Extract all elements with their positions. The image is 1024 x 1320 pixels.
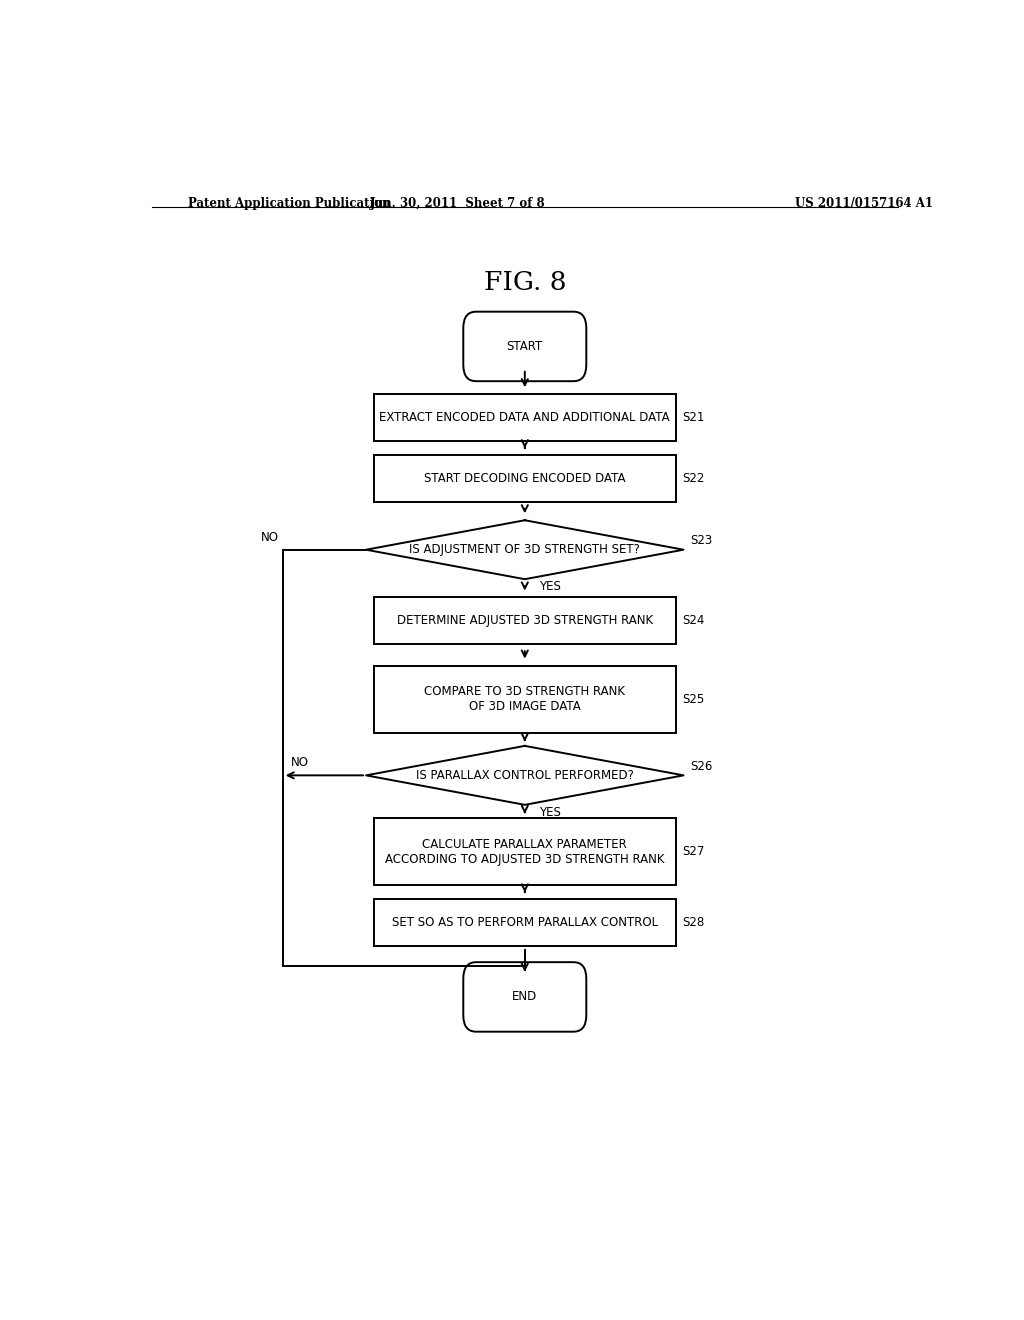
FancyBboxPatch shape: [374, 818, 676, 886]
Text: IS ADJUSTMENT OF 3D STRENGTH SET?: IS ADJUSTMENT OF 3D STRENGTH SET?: [410, 544, 640, 556]
FancyBboxPatch shape: [374, 455, 676, 502]
Text: Jun. 30, 2011  Sheet 7 of 8: Jun. 30, 2011 Sheet 7 of 8: [370, 197, 545, 210]
Text: SET SO AS TO PERFORM PARALLAX CONTROL: SET SO AS TO PERFORM PARALLAX CONTROL: [392, 916, 657, 929]
Text: YES: YES: [539, 805, 561, 818]
Text: Patent Application Publication: Patent Application Publication: [187, 197, 390, 210]
Text: IS PARALLAX CONTROL PERFORMED?: IS PARALLAX CONTROL PERFORMED?: [416, 768, 634, 781]
FancyBboxPatch shape: [374, 598, 676, 644]
Text: S26: S26: [690, 760, 713, 774]
Text: CALCULATE PARALLAX PARAMETER
ACCORDING TO ADJUSTED 3D STRENGTH RANK: CALCULATE PARALLAX PARAMETER ACCORDING T…: [385, 838, 665, 866]
Text: S24: S24: [682, 614, 705, 627]
Text: NO: NO: [291, 756, 308, 770]
Text: S27: S27: [682, 845, 705, 858]
FancyBboxPatch shape: [463, 962, 587, 1032]
FancyBboxPatch shape: [463, 312, 587, 381]
Text: FIG. 8: FIG. 8: [483, 271, 566, 296]
Text: EXTRACT ENCODED DATA AND ADDITIONAL DATA: EXTRACT ENCODED DATA AND ADDITIONAL DATA: [380, 411, 670, 424]
Text: S23: S23: [690, 535, 712, 548]
Text: S22: S22: [682, 473, 705, 484]
Text: YES: YES: [539, 581, 561, 593]
Text: S21: S21: [682, 411, 705, 424]
Text: START: START: [507, 341, 543, 352]
Text: NO: NO: [261, 531, 279, 544]
FancyBboxPatch shape: [374, 665, 676, 733]
Text: START DECODING ENCODED DATA: START DECODING ENCODED DATA: [424, 473, 626, 484]
Text: US 2011/0157164 A1: US 2011/0157164 A1: [795, 197, 933, 210]
Text: DETERMINE ADJUSTED 3D STRENGTH RANK: DETERMINE ADJUSTED 3D STRENGTH RANK: [396, 614, 653, 627]
Polygon shape: [367, 520, 684, 579]
Text: END: END: [512, 990, 538, 1003]
Text: S25: S25: [682, 693, 705, 706]
FancyBboxPatch shape: [374, 899, 676, 946]
Polygon shape: [367, 746, 684, 805]
FancyBboxPatch shape: [374, 395, 676, 441]
Text: COMPARE TO 3D STRENGTH RANK
OF 3D IMAGE DATA: COMPARE TO 3D STRENGTH RANK OF 3D IMAGE …: [424, 685, 626, 713]
Text: S28: S28: [682, 916, 705, 929]
